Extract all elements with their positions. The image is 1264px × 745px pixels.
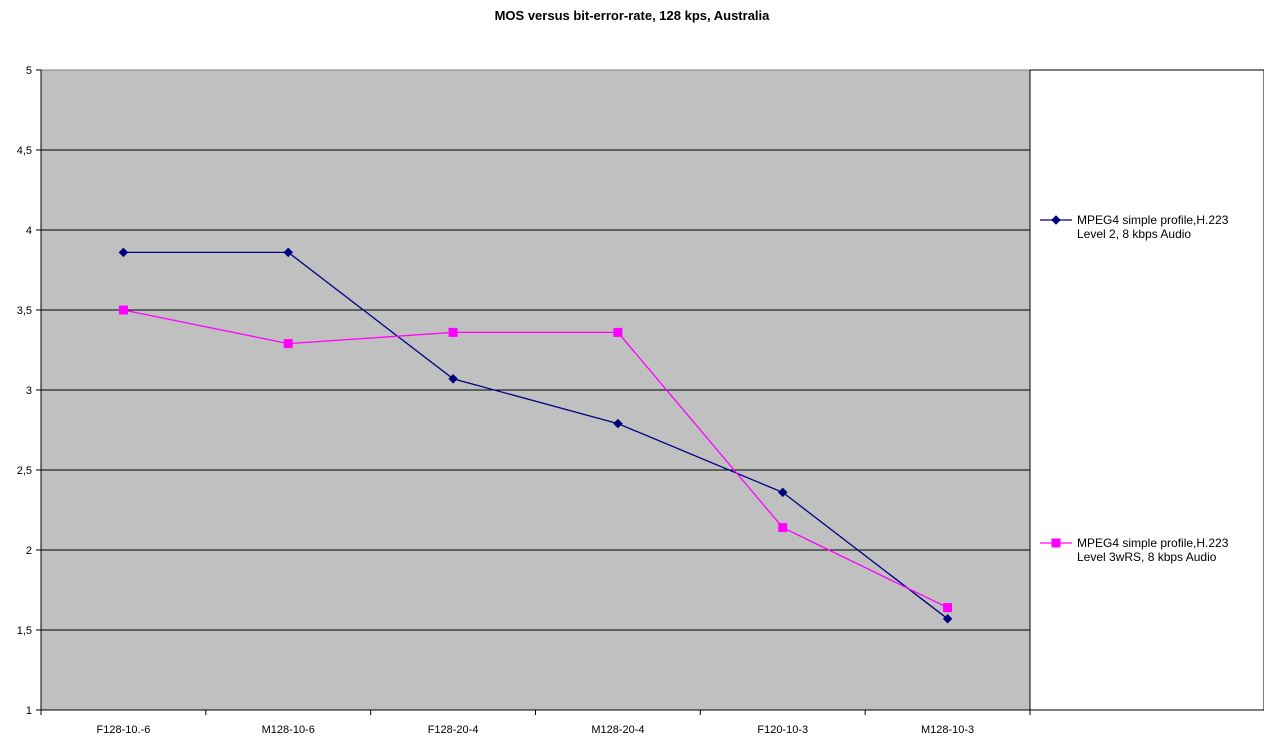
legend-marker (1051, 538, 1061, 548)
data-point (943, 603, 953, 613)
data-point (942, 613, 953, 624)
series-1-line (123, 251, 948, 620)
y-tick-label: 4,5 (17, 145, 32, 157)
data-point (777, 487, 788, 498)
x-tick-label: F120-10-3 (757, 724, 808, 736)
series-1 (118, 247, 953, 624)
axes (36, 69, 1031, 715)
data-point (118, 305, 128, 315)
legend-label: MPEG4 simple profile,H.223 (1077, 213, 1229, 227)
legend-box (1029, 69, 1264, 711)
legend-label: MPEG4 simple profile,H.223 (1077, 536, 1229, 550)
data-point (283, 339, 293, 349)
x-tick-labels: F128-10.-6 M128-10-6 F128-20-4 M128-20-4 F12… (97, 724, 975, 736)
x-tick-label: M128-10-6 (262, 724, 315, 736)
y-tick-label: 3,5 (17, 305, 32, 317)
y-tick-label: 1,5 (17, 625, 32, 637)
y-tick-labels: 1 1,5 2 2,5 3 3,5 4 4,5 5 (17, 65, 32, 717)
data-point (613, 418, 623, 429)
legend-marker (1051, 215, 1061, 225)
x-tick-label: F128-10.-6 (97, 724, 151, 736)
x-tick-label: M128-20-4 (591, 724, 644, 736)
x-tick-label: M128-10-3 (921, 724, 974, 736)
chart-title: MOS versus bit-error-rate, 128 kps, Aust… (495, 8, 771, 23)
data-point (448, 373, 458, 384)
grid-lines (41, 149, 1030, 631)
legend-label: Level 3wRS, 8 kbps Audio (1077, 550, 1217, 564)
y-tick-label: 5 (26, 65, 32, 77)
data-point (118, 247, 129, 258)
legend-label: Level 2, 8 kbps Audio (1077, 227, 1191, 241)
series-group (118, 247, 953, 624)
series-2 (118, 305, 953, 613)
data-point (778, 523, 788, 533)
y-tick-label: 1 (26, 705, 32, 717)
y-tick-label: 2,5 (17, 465, 32, 477)
series-2-line (123, 309, 948, 609)
data-point (613, 327, 623, 337)
data-point (283, 247, 294, 258)
y-tick-label: 4 (26, 225, 32, 237)
x-tick-label: F128-20-4 (428, 724, 479, 736)
data-point (448, 327, 458, 337)
y-tick-label: 3 (26, 385, 32, 397)
y-tick-label: 2 (26, 545, 32, 557)
